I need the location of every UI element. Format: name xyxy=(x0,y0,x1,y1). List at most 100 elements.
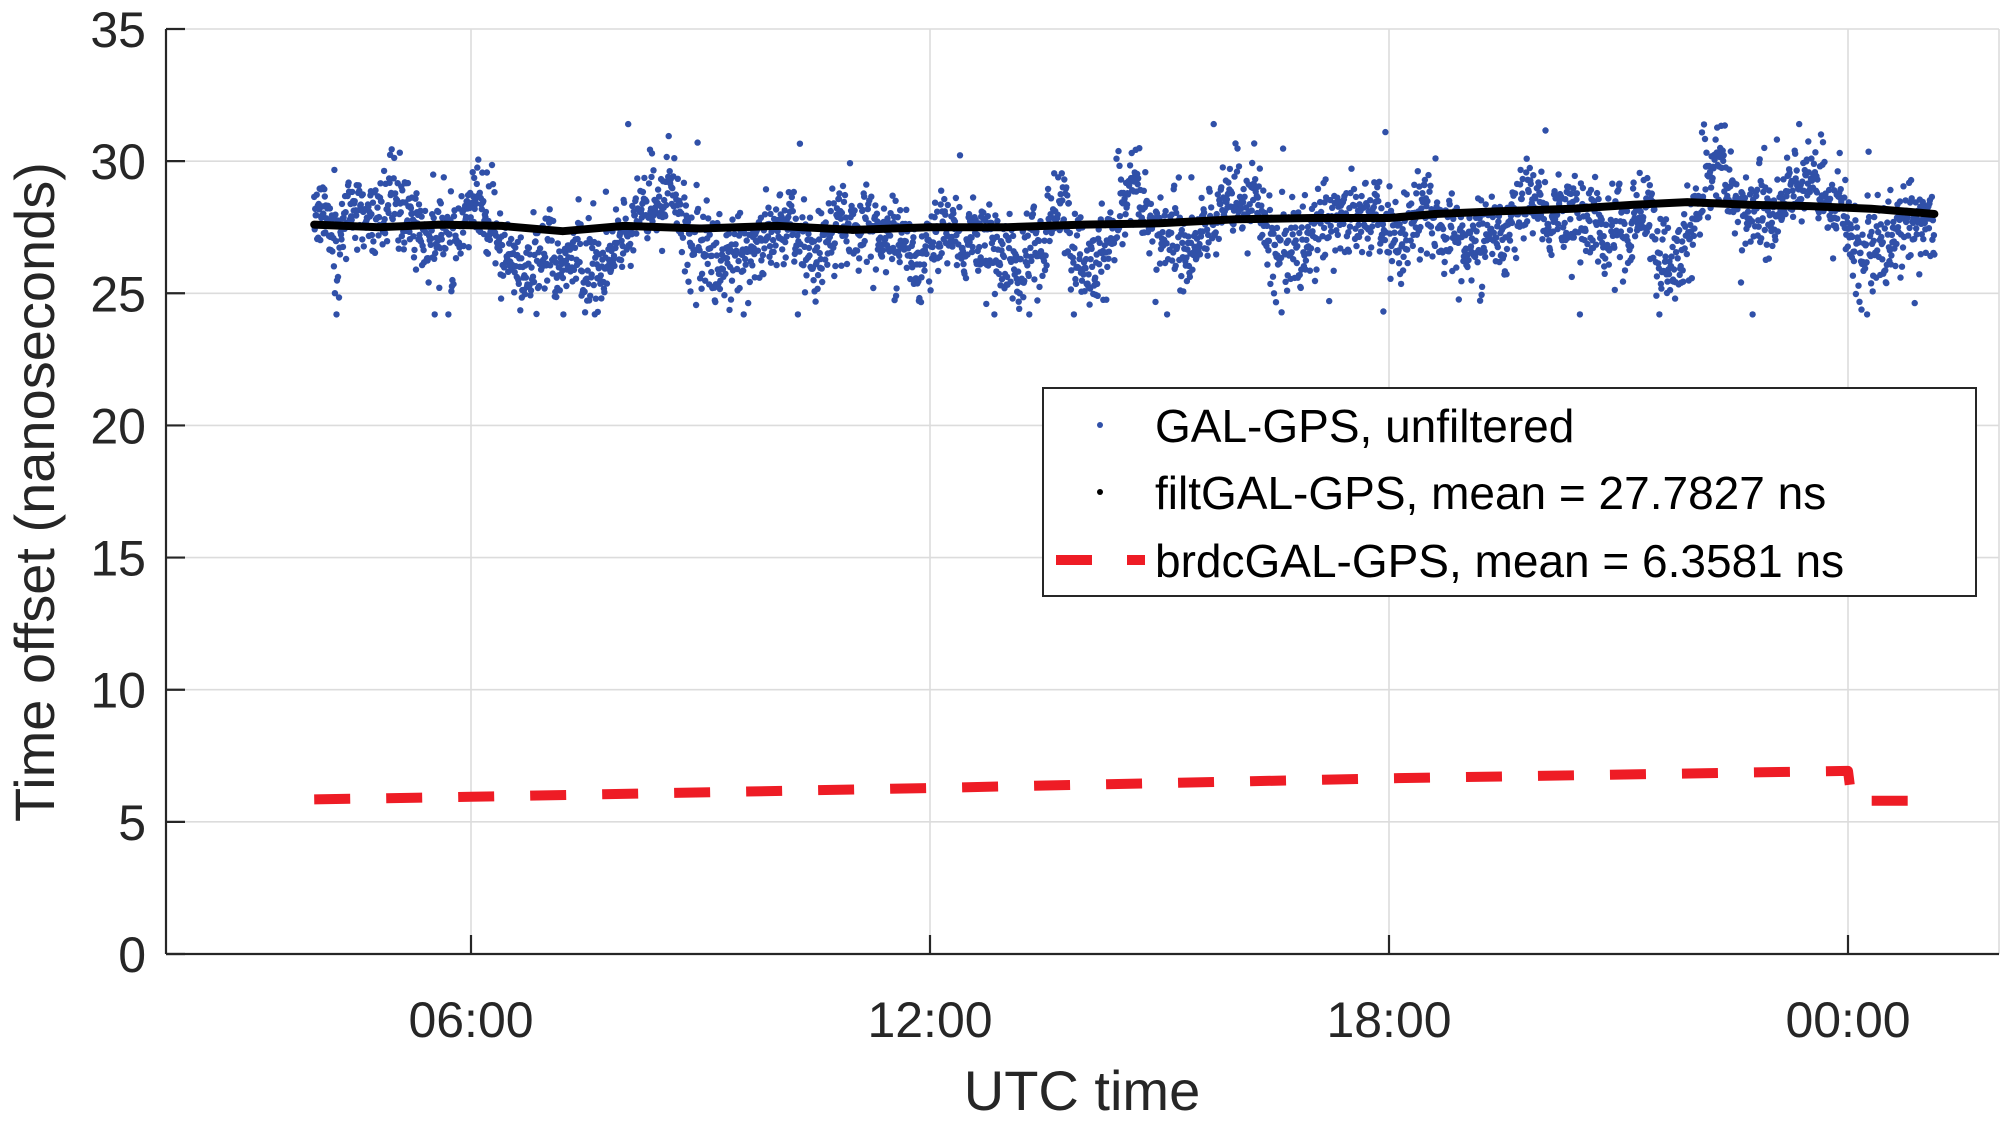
scatter-point xyxy=(1353,242,1360,250)
scatter-point xyxy=(759,251,767,259)
scatter-point xyxy=(1464,263,1471,271)
scatter-point xyxy=(1851,248,1858,255)
scatter-point xyxy=(1865,213,1873,221)
scatter-point xyxy=(1659,236,1666,243)
scatter-point xyxy=(814,271,822,279)
scatter-point xyxy=(792,215,799,222)
scatter-point xyxy=(1608,222,1616,229)
scatter-point xyxy=(1679,238,1686,245)
scatter-point xyxy=(440,174,447,181)
scatter-point xyxy=(1407,237,1414,244)
scatter-point xyxy=(907,275,914,283)
scatter-point xyxy=(1414,168,1422,175)
scatter-point xyxy=(674,175,681,182)
scatter-point xyxy=(1571,172,1579,180)
scatter-point xyxy=(1766,187,1773,194)
scatter-point xyxy=(835,195,843,203)
scatter-point xyxy=(1782,210,1789,218)
scatter-point xyxy=(1925,225,1933,232)
scatter-point xyxy=(1646,182,1654,189)
scatter-point xyxy=(369,199,377,206)
scatter-point xyxy=(1419,190,1426,197)
scatter-point xyxy=(514,238,521,246)
scatter-point xyxy=(430,214,437,222)
scatter-point xyxy=(1737,279,1745,286)
scatter-point xyxy=(1506,237,1514,244)
scatter-point xyxy=(1173,209,1180,217)
scatter-point xyxy=(1240,185,1247,193)
scatter-point xyxy=(794,232,801,239)
scatter-point xyxy=(1065,199,1073,207)
scatter-point xyxy=(1561,219,1568,227)
scatter-point xyxy=(1852,290,1860,298)
scatter-point xyxy=(704,260,711,268)
scatter-point xyxy=(1633,191,1640,199)
scatter-point xyxy=(530,209,537,216)
scatter-point xyxy=(633,230,640,237)
scatter-point xyxy=(417,207,424,214)
scatter-point xyxy=(1621,267,1629,274)
scatter-point xyxy=(354,246,361,253)
scatter-point xyxy=(1352,193,1360,201)
scatter-point xyxy=(846,160,854,167)
scatter-point xyxy=(479,169,486,176)
scatter-point xyxy=(830,200,837,207)
filtered-line xyxy=(310,198,1939,236)
scatter-point xyxy=(1495,218,1502,225)
scatter-point xyxy=(595,240,602,247)
scatter-point xyxy=(377,180,384,187)
scatter-point xyxy=(1696,214,1703,221)
scatter-point xyxy=(476,189,483,196)
scatter-point xyxy=(1328,228,1335,235)
legend-black-dot-icon xyxy=(1097,489,1103,495)
scatter-point xyxy=(1252,176,1259,183)
scatter-point xyxy=(1396,221,1403,228)
scatter-point xyxy=(1703,149,1710,156)
scatter-point xyxy=(815,236,823,243)
scatter-point xyxy=(1511,246,1518,253)
scatter-point xyxy=(554,240,561,247)
scatter-point xyxy=(1229,227,1237,234)
scatter-point xyxy=(1015,298,1022,305)
scatter-point xyxy=(1881,225,1889,232)
scatter-point xyxy=(1783,154,1791,161)
scatter-point xyxy=(458,193,465,200)
scatter-point xyxy=(1005,244,1013,252)
scatter-point xyxy=(1172,262,1179,269)
scatter-point xyxy=(560,311,567,318)
scatter-point xyxy=(1134,181,1141,188)
scatter-point xyxy=(482,208,490,216)
scatter-point xyxy=(965,210,973,218)
scatter-point xyxy=(782,238,789,246)
series-gal-gps-unfiltered xyxy=(311,120,1938,318)
scatter-point xyxy=(430,171,437,178)
scatter-point xyxy=(1404,259,1411,267)
scatter-point xyxy=(1306,267,1314,274)
scatter-point xyxy=(533,310,540,318)
scatter-point xyxy=(1640,214,1647,221)
scatter-point xyxy=(1107,209,1114,216)
scatter-point xyxy=(778,213,785,221)
scatter-point xyxy=(357,201,364,208)
scatter-point xyxy=(1865,148,1872,155)
scatter-point xyxy=(415,201,423,208)
scatter-point xyxy=(1218,184,1225,191)
scatter-point xyxy=(1088,245,1095,252)
scatter-point xyxy=(740,267,747,274)
scatter-point xyxy=(838,209,846,217)
scatter-point xyxy=(1855,282,1862,289)
scatter-point xyxy=(1478,291,1485,298)
scatter-point xyxy=(773,261,780,269)
scatter-point xyxy=(1296,271,1304,279)
scatter-point xyxy=(765,204,772,211)
scatter-point xyxy=(1584,240,1591,248)
scatter-point xyxy=(1731,230,1739,237)
scatter-point xyxy=(1186,273,1194,281)
scatter-point xyxy=(1503,271,1510,278)
scatter-point xyxy=(1720,152,1727,159)
scatter-point xyxy=(1408,200,1415,207)
scatter-point xyxy=(375,213,383,221)
scatter-point xyxy=(1375,197,1382,205)
scatter-point xyxy=(1189,266,1196,273)
scatter-point xyxy=(1913,225,1920,232)
